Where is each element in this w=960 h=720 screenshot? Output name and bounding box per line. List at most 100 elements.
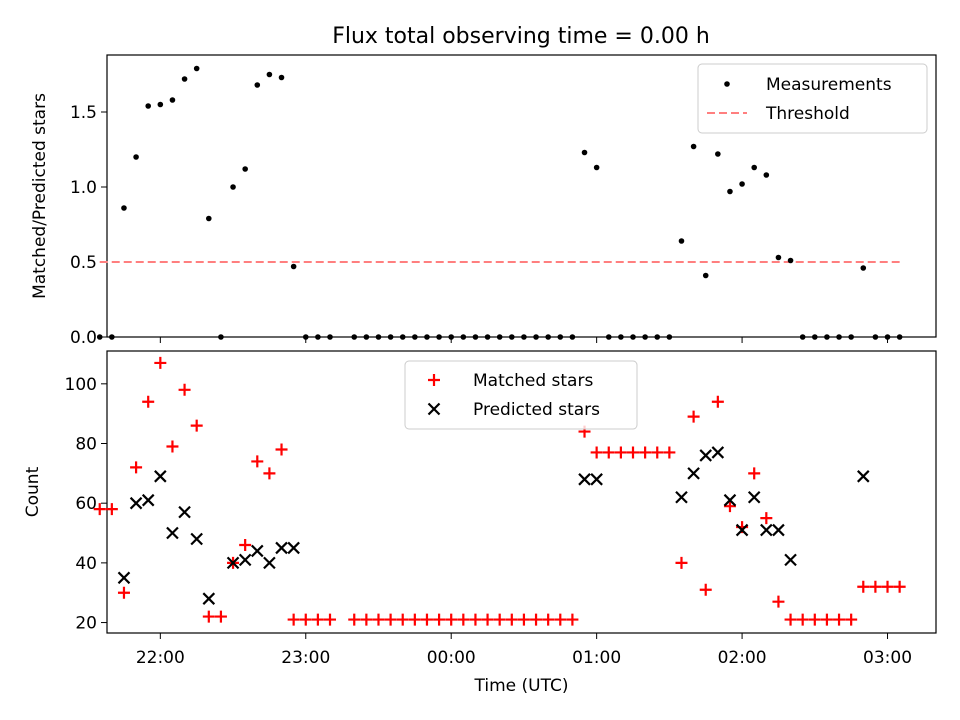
matched-stars-point (408, 613, 421, 626)
measurement-point (181, 76, 188, 82)
matched-stars-point (287, 613, 300, 626)
top-y-tick-label: 0.5 (70, 253, 97, 273)
legend-measurements-label: Measurements (766, 75, 892, 95)
measurement-point (896, 334, 903, 340)
matched-stars-point (360, 613, 373, 626)
measurement-point (630, 334, 636, 340)
matched-stars-point (93, 503, 106, 516)
matched-stars-point (675, 556, 688, 569)
measurement-point (351, 334, 358, 340)
matched-stars-point (433, 613, 446, 626)
matched-stars-point (445, 613, 458, 626)
measurement-point (169, 97, 176, 103)
measurement-point (727, 188, 733, 195)
measurement-point (618, 334, 624, 340)
measurement-point (315, 334, 321, 340)
measurement-point (593, 164, 600, 171)
measurement-point (230, 184, 236, 190)
matched-stars-point (420, 613, 433, 626)
measurement-point (812, 334, 818, 340)
measurement-point (193, 65, 200, 72)
predicted-stars-point (711, 446, 725, 459)
measurement-point (157, 101, 164, 108)
bottom-x-tick-label: 01:00 (572, 648, 621, 668)
matched-stars-point (117, 586, 130, 599)
bottom-x-tick-label: 02:00 (718, 648, 767, 668)
matched-stars-point (457, 613, 470, 626)
matched-stars-point (590, 446, 603, 459)
matched-stars-point (202, 610, 215, 623)
measurement-point (678, 238, 685, 244)
matched-stars-point (142, 395, 155, 408)
matched-stars-point (239, 538, 252, 551)
bottom-y-tick-label: 60 (75, 494, 97, 514)
matched-stars-point (748, 467, 761, 480)
predicted-stars-point (251, 544, 264, 558)
legend-predicted-marker (427, 402, 441, 416)
measurement-point (484, 334, 491, 340)
measurement-point (472, 334, 479, 340)
predicted-stars-point (263, 556, 276, 570)
measurement-point (254, 82, 261, 88)
matched-stars-point (469, 613, 482, 626)
predicted-stars-point (784, 553, 797, 567)
matched-stars-point (833, 613, 846, 626)
measurement-point (399, 334, 406, 340)
measurement-point (363, 334, 370, 340)
measurement-point (666, 334, 673, 340)
matched-stars-point (723, 500, 736, 513)
top-y-tick-label: 0.0 (70, 328, 97, 348)
measurement-point (751, 164, 758, 171)
legend-matched-marker (428, 374, 440, 386)
predicted-stars-point (129, 496, 143, 510)
predicted-stars-point (699, 449, 712, 462)
predicted-stars-point (190, 532, 203, 546)
matched-stars-point (542, 613, 555, 626)
bottom-panel: 20 40 60 80 100 22:00 23:00 00:00 01:00 02:00 03:… (23, 350, 937, 696)
predicted-stars-point (287, 541, 300, 555)
matched-stars-point (760, 512, 773, 525)
predicted-stars-point (857, 470, 870, 483)
measurement-point (824, 334, 830, 340)
measurement-point (884, 334, 891, 340)
predicted-stars-point (178, 505, 191, 519)
predicted-stars-point (735, 523, 749, 537)
measurement-point (375, 334, 382, 340)
matched-stars-point (105, 503, 118, 516)
measurement-point (436, 334, 442, 340)
measurement-point (218, 334, 224, 340)
predicted-stars-point (202, 592, 216, 605)
matched-stars-point (517, 613, 530, 626)
matched-stars-point (893, 580, 906, 593)
measurement-point (206, 215, 212, 222)
measurement-point (424, 334, 430, 340)
matched-stars-point (639, 446, 652, 459)
bottom-legend-box (404, 360, 638, 430)
predicted-stars-point (687, 467, 700, 480)
matched-stars-point (130, 461, 143, 474)
measurement-point (302, 334, 309, 340)
measurement-point (581, 149, 588, 156)
measurement-point (533, 334, 539, 340)
measurement-point (763, 172, 770, 178)
matched-stars-point (154, 356, 167, 369)
measurement-point (799, 334, 806, 340)
top-plot-marks (96, 65, 903, 340)
matched-stars-point (687, 410, 700, 423)
matched-stars-point (857, 580, 870, 593)
predicted-stars-point (590, 473, 603, 486)
matched-stars-point (699, 583, 712, 596)
measurement-point (242, 166, 248, 172)
matched-stars-point (311, 613, 324, 626)
matched-stars-point (275, 443, 288, 456)
measurement-point (872, 334, 879, 340)
matched-stars-point (845, 613, 858, 626)
predicted-stars-point (675, 490, 688, 504)
measurement-point (605, 334, 612, 340)
predicted-stars-point (141, 493, 155, 507)
matched-stars-point (251, 455, 264, 468)
bottom-y-tick-label: 100 (65, 375, 97, 395)
matched-stars-point (178, 383, 191, 396)
top-y-ticks: 0.0 0.5 1.0 1.5 (70, 103, 107, 348)
